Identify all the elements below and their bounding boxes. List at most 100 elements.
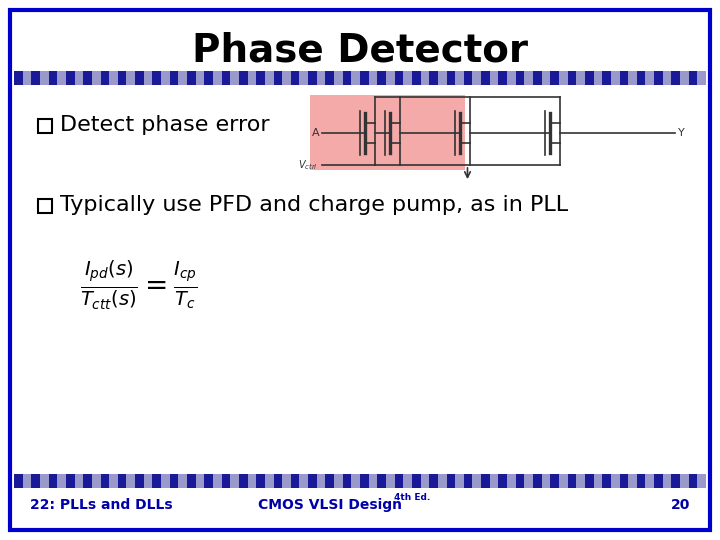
Bar [153, 474, 161, 488]
Bar [230, 71, 239, 85]
Bar [464, 71, 472, 85]
Bar [593, 71, 602, 85]
Bar [40, 71, 49, 85]
Bar [282, 474, 291, 488]
Bar [66, 474, 75, 488]
Text: 22: PLLs and DLLs: 22: PLLs and DLLs [30, 498, 173, 512]
Bar [170, 474, 179, 488]
Bar [671, 474, 680, 488]
Bar [22, 474, 31, 488]
Bar [256, 474, 265, 488]
Bar [412, 474, 420, 488]
Bar [58, 474, 66, 488]
Bar [377, 71, 386, 85]
Text: A: A [312, 127, 320, 138]
Bar [567, 474, 576, 488]
Bar [204, 474, 213, 488]
Bar [248, 71, 256, 85]
Bar [446, 474, 455, 488]
Bar [343, 71, 351, 85]
Bar [541, 71, 550, 85]
Bar [92, 474, 101, 488]
Bar [645, 71, 654, 85]
Bar [628, 71, 636, 85]
Bar [498, 474, 507, 488]
Bar [187, 474, 196, 488]
Bar [248, 474, 256, 488]
Bar [187, 71, 196, 85]
Bar [230, 474, 239, 488]
Bar [317, 71, 325, 85]
Bar [395, 474, 403, 488]
Bar [576, 71, 585, 85]
Bar [334, 71, 343, 85]
Bar [395, 71, 403, 85]
Bar [22, 71, 31, 85]
Bar [524, 474, 533, 488]
Bar [420, 474, 429, 488]
Bar [472, 474, 481, 488]
Bar [222, 474, 230, 488]
Text: $\frac{I_{pd}\left(s\right)}{T_{ctt}\left(s\right)} = \frac{I_{cp}}{T_c}$: $\frac{I_{pd}\left(s\right)}{T_{ctt}\lef… [80, 259, 198, 312]
Bar [420, 71, 429, 85]
Bar [334, 474, 343, 488]
Bar [127, 474, 135, 488]
Bar [239, 474, 248, 488]
Bar [38, 199, 52, 213]
Bar [593, 474, 602, 488]
Bar [135, 474, 144, 488]
Bar [576, 474, 585, 488]
Bar [636, 474, 645, 488]
Bar [403, 474, 412, 488]
Bar [369, 474, 377, 488]
Bar [84, 474, 92, 488]
Bar [179, 71, 187, 85]
Bar [161, 71, 170, 85]
Text: 4th Ed.: 4th Ed. [394, 494, 431, 503]
Bar [689, 474, 698, 488]
Bar [282, 71, 291, 85]
Bar [507, 71, 516, 85]
Bar [619, 474, 628, 488]
Bar [386, 71, 395, 85]
Bar [550, 71, 559, 85]
Bar [38, 119, 52, 133]
Bar [360, 474, 369, 488]
Bar [680, 474, 689, 488]
Bar [127, 71, 135, 85]
Bar [689, 71, 698, 85]
Bar [75, 474, 84, 488]
Bar [498, 71, 507, 85]
Bar [654, 474, 662, 488]
Bar [602, 474, 611, 488]
Bar [265, 71, 274, 85]
Bar [507, 474, 516, 488]
Bar [429, 474, 438, 488]
Bar [516, 474, 524, 488]
Bar [472, 71, 481, 85]
Bar [481, 474, 490, 488]
Bar [524, 71, 533, 85]
Bar [213, 474, 222, 488]
Text: Phase Detector: Phase Detector [192, 31, 528, 69]
Text: Y: Y [678, 127, 685, 138]
Bar [464, 474, 472, 488]
Bar [66, 71, 75, 85]
Bar [109, 71, 118, 85]
Bar [325, 71, 334, 85]
Bar [611, 474, 619, 488]
Bar [49, 474, 58, 488]
Bar [559, 71, 567, 85]
Bar [351, 71, 360, 85]
Bar [516, 71, 524, 85]
Bar [161, 474, 170, 488]
Bar [308, 474, 317, 488]
Bar [58, 71, 66, 85]
Bar [31, 474, 40, 488]
Bar [291, 71, 300, 85]
Bar [455, 71, 464, 85]
Bar [550, 474, 559, 488]
Bar [109, 474, 118, 488]
Bar [291, 474, 300, 488]
Bar [204, 71, 213, 85]
